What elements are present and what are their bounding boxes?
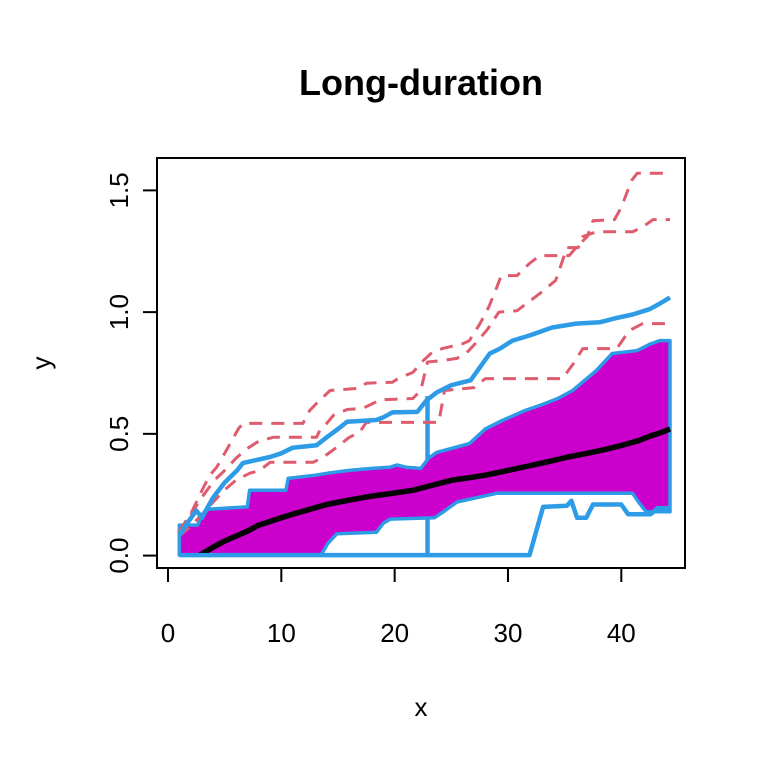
x-tick-label: 0 — [161, 618, 175, 648]
series-outlier-1 — [178, 171, 670, 533]
central-region — [177, 338, 672, 557]
y-tick-label: 0.5 — [104, 416, 134, 452]
x-tick-label: 20 — [380, 618, 409, 648]
y-axis-label: y — [26, 357, 56, 370]
y-tick-label: 0.0 — [104, 538, 134, 574]
chart-title: Long-duration — [299, 62, 543, 103]
x-tick-label: 30 — [494, 618, 523, 648]
x-tick-label: 10 — [267, 618, 296, 648]
series-outlier-2 — [178, 218, 670, 535]
series-lower-envelope — [179, 498, 670, 558]
plot-box — [156, 157, 686, 569]
series-outlier-3 — [178, 322, 670, 538]
plot-area: 0 10 20 30 40 0.0 0.5 1.0 1.5 — [104, 157, 686, 648]
y-tick-label: 1.0 — [104, 294, 134, 330]
x-tick-label: 40 — [607, 618, 636, 648]
series-median — [198, 426, 672, 558]
x-axis-label: x — [415, 692, 428, 722]
series-upper-envelope — [177, 295, 672, 538]
y-tick-label: 1.5 — [104, 172, 134, 208]
